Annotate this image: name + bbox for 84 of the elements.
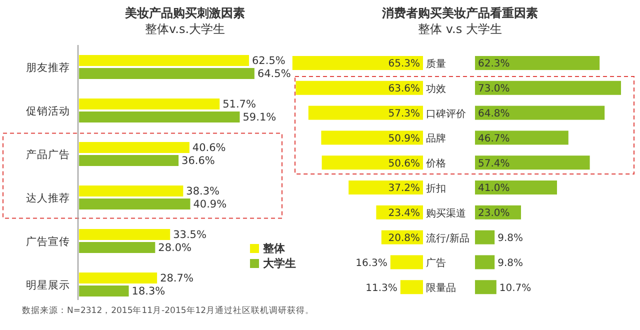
data-label: 57.4% bbox=[478, 158, 510, 170]
bar bbox=[390, 255, 423, 270]
bar bbox=[79, 112, 240, 122]
bar bbox=[475, 56, 600, 70]
bar bbox=[79, 155, 179, 166]
data-label: 65.3% bbox=[388, 58, 420, 70]
source-note: 数据来源：N=2312，2015年11月-2015年12月通过社区联机调研获得。 bbox=[22, 305, 314, 316]
data-label: 9.8% bbox=[498, 258, 524, 269]
data-label: 64.8% bbox=[478, 108, 510, 120]
data-label: 16.3% bbox=[356, 258, 388, 269]
bar bbox=[79, 68, 254, 79]
y-tick-label: 口碑评价 bbox=[426, 108, 466, 120]
y-tick-label: 流行/新品 bbox=[426, 232, 470, 244]
data-label: 40.6% bbox=[192, 142, 226, 154]
data-label: 50.6% bbox=[388, 158, 420, 170]
data-label: 18.3% bbox=[132, 286, 166, 298]
bar bbox=[348, 180, 423, 194]
data-label: 28.7% bbox=[160, 272, 194, 285]
bar bbox=[322, 156, 423, 170]
text: 整体 v.s 大学生 bbox=[418, 22, 502, 36]
bar bbox=[292, 56, 423, 70]
data-label: 9.8% bbox=[498, 233, 524, 244]
y-tick-label: 达人推荐 bbox=[26, 192, 70, 204]
data-label: 50.9% bbox=[388, 133, 420, 144]
y-tick-label: 促销活动 bbox=[26, 106, 70, 118]
bar bbox=[475, 230, 495, 244]
data-label: 20.8% bbox=[388, 233, 420, 244]
y-tick-label: 广告 bbox=[426, 257, 446, 270]
legend-label: 大学生 bbox=[263, 257, 296, 270]
data-label: 62.5% bbox=[252, 55, 286, 68]
data-label: 59.1% bbox=[242, 112, 276, 124]
data-label: 36.6% bbox=[182, 155, 215, 168]
bar bbox=[79, 229, 170, 240]
y-tick-label: 质量 bbox=[426, 58, 446, 70]
data-label: 23.0% bbox=[478, 208, 510, 220]
data-label: 11.3% bbox=[366, 282, 398, 294]
y-tick-label: 购买渠道 bbox=[426, 207, 466, 220]
data-label: 38.3% bbox=[186, 186, 220, 198]
data-label: 51.7% bbox=[222, 98, 256, 111]
data-label: 37.2% bbox=[388, 183, 420, 194]
y-tick-label: 限量品 bbox=[426, 283, 456, 294]
data-label: 64.5% bbox=[257, 68, 291, 80]
bar bbox=[79, 142, 190, 153]
y-tick-label: 产品广告 bbox=[26, 148, 70, 161]
bar bbox=[400, 280, 423, 294]
bar bbox=[79, 198, 190, 210]
bar bbox=[321, 130, 423, 145]
data-label: 28.0% bbox=[158, 242, 192, 254]
y-tick-label: 品牌 bbox=[426, 132, 446, 145]
data-label: 40.9% bbox=[193, 198, 227, 211]
data-label: 46.7% bbox=[478, 133, 510, 144]
data-label: 57.3% bbox=[388, 108, 420, 120]
bar bbox=[475, 280, 496, 294]
bar bbox=[79, 186, 184, 196]
data-label: 23.4% bbox=[388, 208, 420, 220]
y-tick-label: 价格 bbox=[425, 158, 446, 170]
data-label: 41.0% bbox=[478, 183, 510, 194]
y-tick-label: 折扣 bbox=[426, 182, 446, 194]
bar bbox=[475, 130, 568, 145]
data-label: 10.7% bbox=[499, 282, 532, 294]
bar bbox=[79, 272, 158, 284]
y-tick-label: 朋友推荐 bbox=[26, 61, 70, 74]
y-tick-label: 明星展示 bbox=[26, 280, 70, 292]
data-label: 73.0% bbox=[478, 84, 510, 95]
bar bbox=[475, 80, 621, 95]
bar bbox=[79, 98, 220, 110]
y-tick-label: 功效 bbox=[426, 82, 446, 95]
bar bbox=[79, 286, 129, 296]
data-label: 33.5% bbox=[173, 229, 206, 242]
data-label: 62.3% bbox=[478, 58, 510, 70]
bar bbox=[79, 55, 249, 66]
chart-subtitle: 整体v.s.大学生 bbox=[144, 22, 226, 36]
y-tick-label: 广告宣传 bbox=[26, 235, 70, 248]
bar bbox=[296, 80, 423, 95]
text: 消费者购买美妆产品看重因素 bbox=[381, 6, 538, 20]
bar bbox=[79, 242, 156, 253]
bar bbox=[475, 180, 557, 194]
bar bbox=[475, 255, 495, 270]
bar bbox=[475, 106, 605, 120]
legend-label: 整体 bbox=[262, 242, 286, 255]
bar bbox=[308, 106, 423, 120]
data-label: 63.6% bbox=[388, 84, 420, 95]
bar bbox=[475, 156, 590, 170]
chart-title: 美妆产品购买刺激因素 bbox=[124, 6, 245, 20]
